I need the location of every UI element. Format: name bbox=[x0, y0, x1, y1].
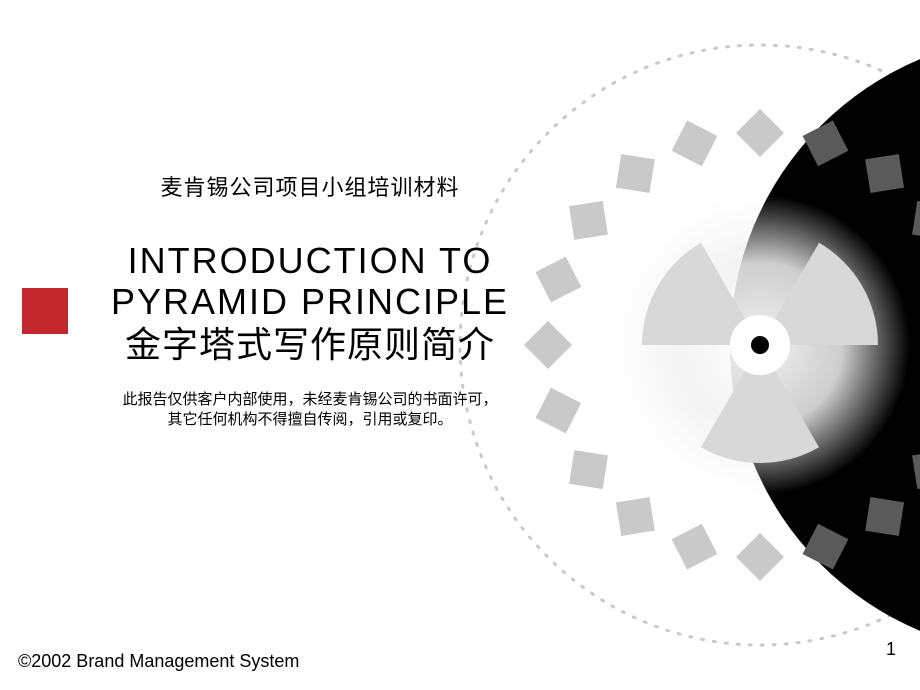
title-en-line2: PYRAMID PRINCIPLE bbox=[111, 281, 509, 322]
disclaimer-line1: 此报告仅供客户内部使用，未经麦肯锡公司的书面许可， bbox=[122, 392, 497, 408]
title-chinese: 金字塔式写作原则简介 bbox=[80, 323, 540, 368]
title-en-line1: INTRODUCTION TO bbox=[128, 240, 493, 281]
page-number: 1 bbox=[886, 639, 896, 660]
slide: 麦肯锡公司项目小组培训材料 INTRODUCTION TO PYRAMID PR… bbox=[0, 0, 920, 690]
title-english: INTRODUCTION TO PYRAMID PRINCIPLE bbox=[80, 240, 540, 323]
subtitle-top: 麦肯锡公司项目小组培训材料 bbox=[80, 170, 540, 202]
disclaimer-line2: 其它任何机构不得擅自传阅，引用或复印。 bbox=[167, 412, 452, 428]
accent-red-square-icon bbox=[22, 288, 68, 334]
footer-copyright: ©2002 Brand Management System bbox=[18, 651, 299, 672]
disclaimer: 此报告仅供客户内部使用，未经麦肯锡公司的书面许可， 其它任何机构不得擅自传阅，引… bbox=[80, 390, 540, 431]
title-block: 麦肯锡公司项目小组培训材料 INTRODUCTION TO PYRAMID PR… bbox=[80, 170, 540, 430]
